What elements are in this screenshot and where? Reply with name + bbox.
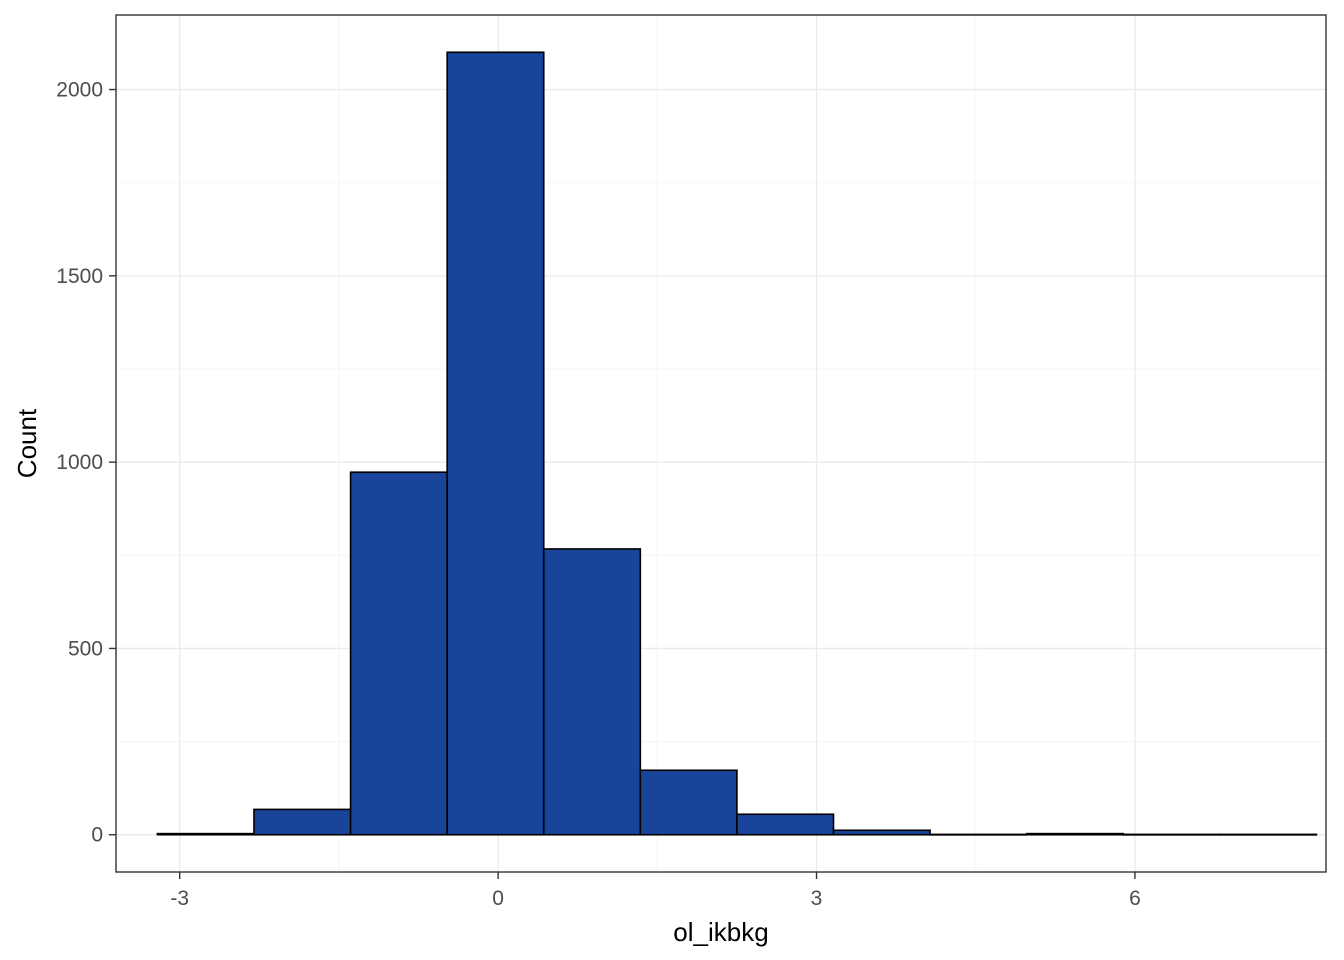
histogram-bar-8: [929, 833, 1028, 836]
histogram-bar-5: [639, 769, 738, 836]
panel-border: [115, 14, 1327, 873]
histogram-bar-4: [542, 548, 642, 836]
x-axis-title: ol_ikbkg: [673, 917, 768, 947]
histogram-bar-11: [1219, 833, 1318, 836]
y-axis-ticks: 0 500 1000 1500 2000: [56, 79, 116, 847]
histogram-bar-7: [832, 829, 931, 836]
histogram-bar-6: [736, 813, 835, 836]
y-tick-label-0: 0: [91, 824, 103, 847]
histogram-bars: [156, 51, 1318, 836]
x-tick-label-3: 6: [1129, 887, 1141, 910]
minor-gridlines: [116, 15, 1326, 872]
y-tick-label-1: 500: [68, 637, 103, 660]
histogram-bar-10: [1122, 833, 1221, 836]
y-tick-label-3: 1500: [56, 265, 103, 288]
histogram-bar-9: [1025, 832, 1125, 836]
histogram-bar-2: [349, 471, 448, 836]
histogram-bar-3: [446, 51, 545, 836]
x-tick-label-0: -3: [170, 887, 189, 910]
y-tick-label-2: 1000: [56, 451, 103, 474]
x-tick-label-1: 0: [492, 887, 504, 910]
histogram-bar-1: [253, 808, 352, 836]
y-axis-title: Count: [12, 408, 42, 478]
histogram-bar-0: [156, 832, 255, 836]
x-tick-label-2: 3: [811, 887, 823, 910]
x-axis-ticks: -3 0 3 6: [170, 872, 1141, 910]
y-tick-label-4: 2000: [56, 79, 103, 102]
